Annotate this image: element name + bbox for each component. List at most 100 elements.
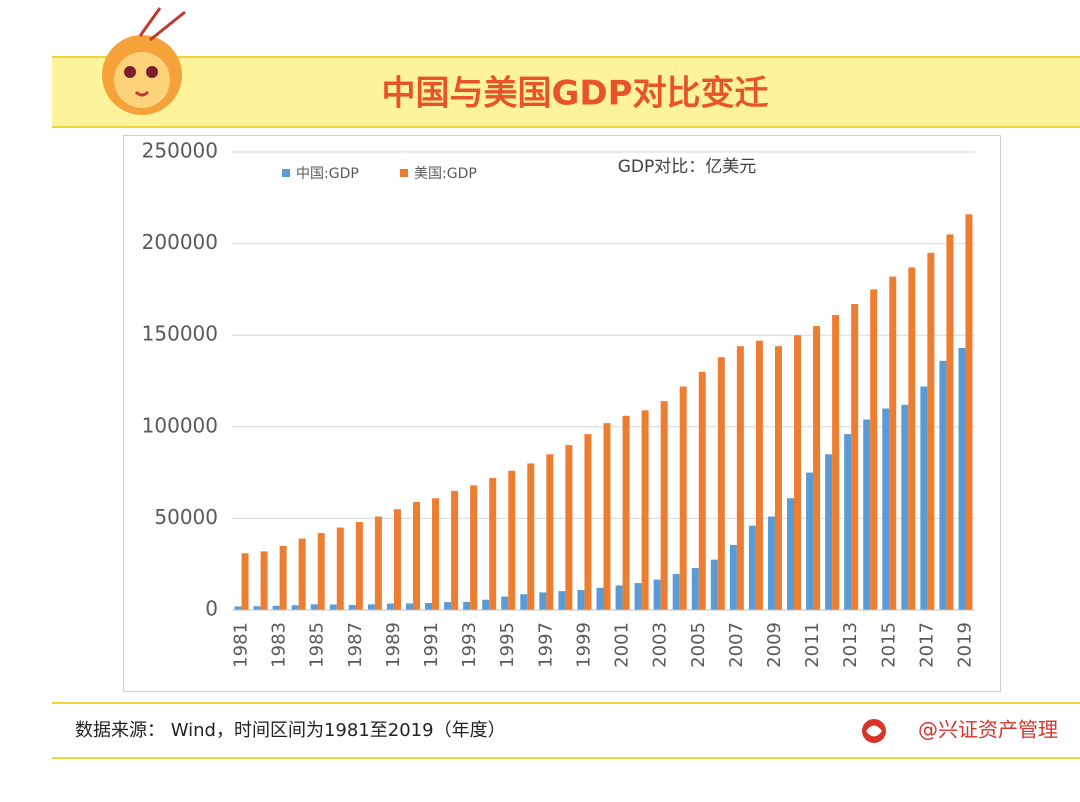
bar (634, 583, 642, 610)
y-tick-label: 200000 (142, 230, 218, 254)
x-tick-label: 2017 (916, 622, 937, 668)
x-tick-label: 1989 (383, 622, 404, 668)
bar (679, 386, 687, 610)
bar (565, 445, 573, 610)
x-tick-label: 2009 (764, 622, 785, 668)
x-tick-label: 2003 (650, 622, 671, 668)
x-tick-label: 1985 (307, 622, 328, 668)
bar (291, 605, 299, 610)
bar (736, 346, 744, 610)
x-tick-label: 1991 (421, 622, 442, 668)
chart-annotation: GDP对比：亿美元 (618, 157, 757, 177)
bar (546, 454, 554, 610)
bar (489, 478, 497, 610)
brand-logo (862, 719, 886, 743)
bar (272, 605, 280, 610)
bar (482, 599, 490, 610)
bar (958, 348, 966, 610)
bar (832, 315, 840, 610)
bar (920, 386, 928, 610)
bar (520, 594, 528, 610)
bar (432, 498, 440, 610)
bar (622, 415, 630, 610)
bar (596, 587, 604, 610)
bar (355, 522, 363, 610)
y-tick-label: 250000 (142, 139, 218, 163)
bar (386, 603, 394, 610)
bar (615, 585, 623, 610)
bar (717, 357, 725, 610)
mascot (102, 7, 186, 115)
source-note: 数据来源： Wind，时间区间为1981至2019（年度） (75, 720, 506, 741)
bar (577, 590, 585, 610)
bar (672, 574, 680, 610)
bar (767, 516, 775, 610)
bar (908, 267, 916, 610)
bar (412, 501, 420, 610)
bar (787, 498, 795, 610)
bar (584, 434, 592, 610)
bar (641, 410, 649, 610)
plot: 0 50000 100000 150000 200000 250000 中国:GDP 美国:G… (142, 139, 976, 668)
bar (425, 603, 433, 610)
x-tick-label: 1993 (459, 622, 480, 668)
bar (310, 604, 318, 610)
bar (851, 304, 859, 610)
bar (863, 419, 871, 610)
bar (444, 602, 452, 610)
bar (501, 596, 509, 610)
bar (374, 516, 382, 610)
bar (965, 214, 973, 610)
bar (691, 568, 699, 610)
x-tick-label: 2013 (840, 622, 861, 668)
bar (653, 579, 661, 610)
bar (755, 340, 763, 610)
y-tick-label: 0 (205, 597, 218, 621)
bar (794, 335, 802, 610)
bar (558, 591, 566, 610)
x-tick-label: 2015 (878, 622, 899, 668)
x-tick-label: 1987 (345, 622, 366, 668)
bar (844, 434, 852, 610)
bar (603, 423, 611, 610)
bar (393, 509, 401, 610)
bar (698, 371, 706, 610)
bar (405, 603, 413, 610)
x-tick-label: 1983 (269, 622, 290, 668)
bar (870, 289, 878, 610)
bar (946, 234, 954, 610)
bar (889, 276, 897, 610)
bar (241, 553, 249, 610)
bar (813, 326, 821, 610)
x-tick-label: 2001 (612, 622, 633, 668)
legend-label: 美国:GDP (414, 166, 477, 182)
bar (825, 454, 833, 610)
page-title: 中国与美国GDP对比变迁 (381, 74, 768, 114)
x-tick-label: 2007 (726, 622, 747, 668)
legend-label: 中国:GDP (296, 166, 359, 182)
bar (882, 408, 890, 610)
x-tick-label: 2005 (688, 622, 709, 668)
bar (729, 544, 737, 610)
legend-swatch (400, 169, 408, 177)
bar (279, 545, 287, 610)
y-tick-label: 100000 (142, 413, 218, 437)
bar (260, 551, 268, 610)
bar (317, 533, 325, 610)
bar (660, 401, 668, 610)
bar (253, 606, 261, 610)
bar (463, 601, 471, 610)
bar (927, 252, 935, 610)
y-tick-label: 150000 (142, 322, 218, 346)
bar (939, 360, 947, 610)
x-tick-label: 1981 (231, 622, 252, 668)
y-tick-label: 50000 (154, 505, 218, 529)
bar (774, 346, 782, 610)
bar (470, 485, 478, 610)
bar (336, 527, 344, 610)
x-tick-label: 1999 (573, 622, 594, 668)
bar (508, 470, 516, 610)
bar (748, 525, 756, 610)
